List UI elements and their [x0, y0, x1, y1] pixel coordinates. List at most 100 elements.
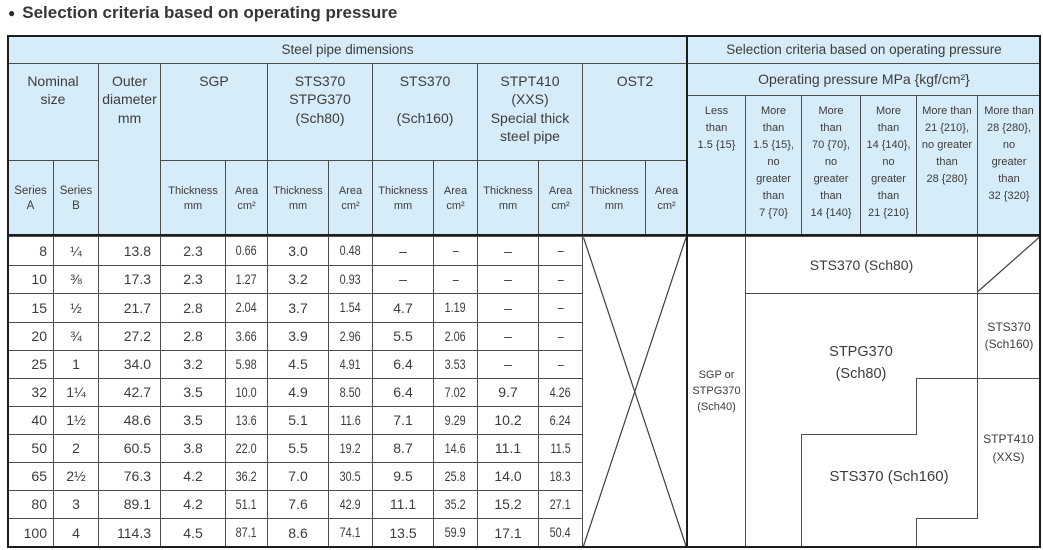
region-boundary-line [801, 434, 802, 548]
cell-stpt_a-row65: 18.3 [538, 462, 583, 491]
header-stpt-area: Area cm² [538, 160, 583, 237]
cell-s160_a-row65: 25.8 [433, 462, 478, 491]
header-pressure-col-3: More than 70 {70}, no greater than 14 {1… [801, 95, 861, 237]
cell-s160_a-row8: – [433, 236, 478, 266]
header-nominal-size: Nominal size [7, 63, 99, 161]
cell-od-row25: 34.0 [98, 350, 161, 379]
header-sch80-thickness: Thickness mm [267, 160, 329, 237]
cell-s160_a-row50: 14.6 [433, 434, 478, 463]
cell-sgp_a-row8: 0.66 [225, 236, 268, 266]
header-series-a: Series A [7, 160, 54, 237]
cell-s160_a-row80: 35.2 [433, 490, 478, 519]
cell-sgp_t-row100: 4.5 [160, 518, 226, 548]
cell-s160_t-row8: – [372, 236, 434, 266]
header-ost2-thickness: Thickness mm [582, 160, 646, 237]
region-sgp-sch40: SGP or STPG370 (Sch40) [687, 236, 746, 548]
cell-stpt_t-row32: 9.7 [477, 378, 539, 407]
cell-a-row50: 50 [7, 434, 54, 463]
cell-sgp_a-row40: 13.6 [225, 406, 268, 435]
region-sts370-sch80: STS370 (Sch80) [745, 236, 978, 294]
cell-sgp_t-row8: 2.3 [160, 236, 226, 266]
cell-stpt_t-row25: – [477, 350, 539, 379]
header-sgp-area: Area cm² [225, 160, 268, 237]
cell-a-row65: 65 [7, 462, 54, 491]
bullet-icon: ● [8, 6, 16, 20]
cell-b-row10: ⅜ [53, 265, 99, 294]
cell-s160_a-row10: – [433, 265, 478, 294]
region-stpg370-sch80-label: STPG370 (Sch80) [829, 344, 893, 382]
cell-s80_t-row20: 3.9 [267, 322, 329, 351]
cell-stpt_a-row8: – [538, 236, 583, 266]
header-bottom-rule [7, 234, 1041, 236]
cell-s80_t-row40: 5.1 [267, 406, 329, 435]
cell-s160_a-row100: 59.9 [433, 518, 478, 548]
cell-stpt_a-row20: – [538, 322, 583, 351]
region-sts370-sch160-col6: STS370 (Sch160) [977, 293, 1041, 379]
cell-stpt_t-row50: 11.1 [477, 434, 539, 463]
cell-sgp_a-row15: 2.04 [225, 293, 268, 323]
cell-b-row40: 1½ [53, 406, 99, 435]
cell-stpt_a-row25: – [538, 350, 583, 379]
cell-s80_a-row8: 0.48 [328, 236, 373, 266]
header-pressure-col-6: More than 28 {280}, no greater than 32 {… [977, 95, 1041, 237]
cell-sgp_a-row100: 87.1 [225, 518, 268, 548]
cell-stpt_t-row100: 17.1 [477, 518, 539, 548]
region-stpt410-label: STPT410 (XXS) [983, 432, 1034, 464]
cell-s160_a-row40: 9.29 [433, 406, 478, 435]
cell-od-row80: 89.1 [98, 490, 161, 519]
cell-s160_a-row15: 1.19 [433, 293, 478, 323]
cell-sgp_t-row40: 3.5 [160, 406, 226, 435]
cell-s80_a-row25: 4.91 [328, 350, 373, 379]
cell-stpt_t-row80: 15.2 [477, 490, 539, 519]
cell-sgp_t-row50: 3.8 [160, 434, 226, 463]
cell-b-row25: 1 [53, 350, 99, 379]
cell-s80_t-row50: 5.5 [267, 434, 329, 463]
cell-sgp_a-row10: 1.27 [225, 265, 268, 294]
cell-s80_a-row10: 0.93 [328, 265, 373, 294]
cell-s80_a-row15: 1.54 [328, 293, 373, 323]
cell-a-row80: 80 [7, 490, 54, 519]
header-pressure-col-4: More than 14 {140}, no greater than 21 {… [860, 95, 917, 237]
cell-a-row25: 25 [7, 350, 54, 379]
cell-b-row100: 4 [53, 518, 99, 548]
region-boundary-line [916, 378, 917, 435]
cell-sgp_a-row65: 36.2 [225, 462, 268, 491]
region-boundary-line [801, 434, 917, 435]
header-stpt-group: STPT410 (XXS) Special thick steel pipe [477, 63, 583, 161]
cell-od-row8: 13.8 [98, 236, 161, 266]
cell-s80_a-row40: 11.6 [328, 406, 373, 435]
cell-b-row65: 2½ [53, 462, 99, 491]
cell-s80_t-row15: 3.7 [267, 293, 329, 323]
header-sgp: SGP [160, 63, 268, 161]
cell-s80_a-row50: 19.2 [328, 434, 373, 463]
cell-a-row15: 15 [7, 293, 54, 323]
cell-stpt_t-row8: – [477, 236, 539, 266]
cell-stpt_t-row65: 14.0 [477, 462, 539, 491]
cell-sgp_a-row32: 10.0 [225, 378, 268, 407]
cell-stpt_a-row15: – [538, 293, 583, 323]
cell-od-row20: 27.2 [98, 322, 161, 351]
cell-sgp_a-row20: 3.66 [225, 322, 268, 351]
cell-s80_a-row32: 8.50 [328, 378, 373, 407]
cell-s160_t-row25: 6.4 [372, 350, 434, 379]
cell-s160_t-row50: 8.7 [372, 434, 434, 463]
cell-stpt_t-row15: – [477, 293, 539, 323]
header-steel-pipe-dimensions: Steel pipe dimensions [7, 35, 688, 64]
cell-s80_t-row10: 3.2 [267, 265, 329, 294]
cell-sgp_a-row50: 22.0 [225, 434, 268, 463]
cell-sgp_t-row15: 2.8 [160, 293, 226, 323]
header-sgp-thickness: Thickness mm [160, 160, 226, 237]
cell-sgp_a-row80: 51.1 [225, 490, 268, 519]
cell-sgp_t-row10: 2.3 [160, 265, 226, 294]
region-boundary-line [916, 518, 978, 519]
cell-s160_t-row20: 5.5 [372, 322, 434, 351]
header-sch80-area: Area cm² [328, 160, 373, 237]
cell-sgp_t-row65: 4.2 [160, 462, 226, 491]
cell-s80_a-row80: 42.9 [328, 490, 373, 519]
cell-s160_t-row15: 4.7 [372, 293, 434, 323]
header-sch80-group: STS370 STPG370 (Sch80) [267, 63, 373, 161]
cell-a-row20: 20 [7, 322, 54, 351]
cell-stpt_t-row10: – [477, 265, 539, 294]
cell-stpt_a-row100: 50.4 [538, 518, 583, 548]
cell-s80_t-row65: 7.0 [267, 462, 329, 491]
